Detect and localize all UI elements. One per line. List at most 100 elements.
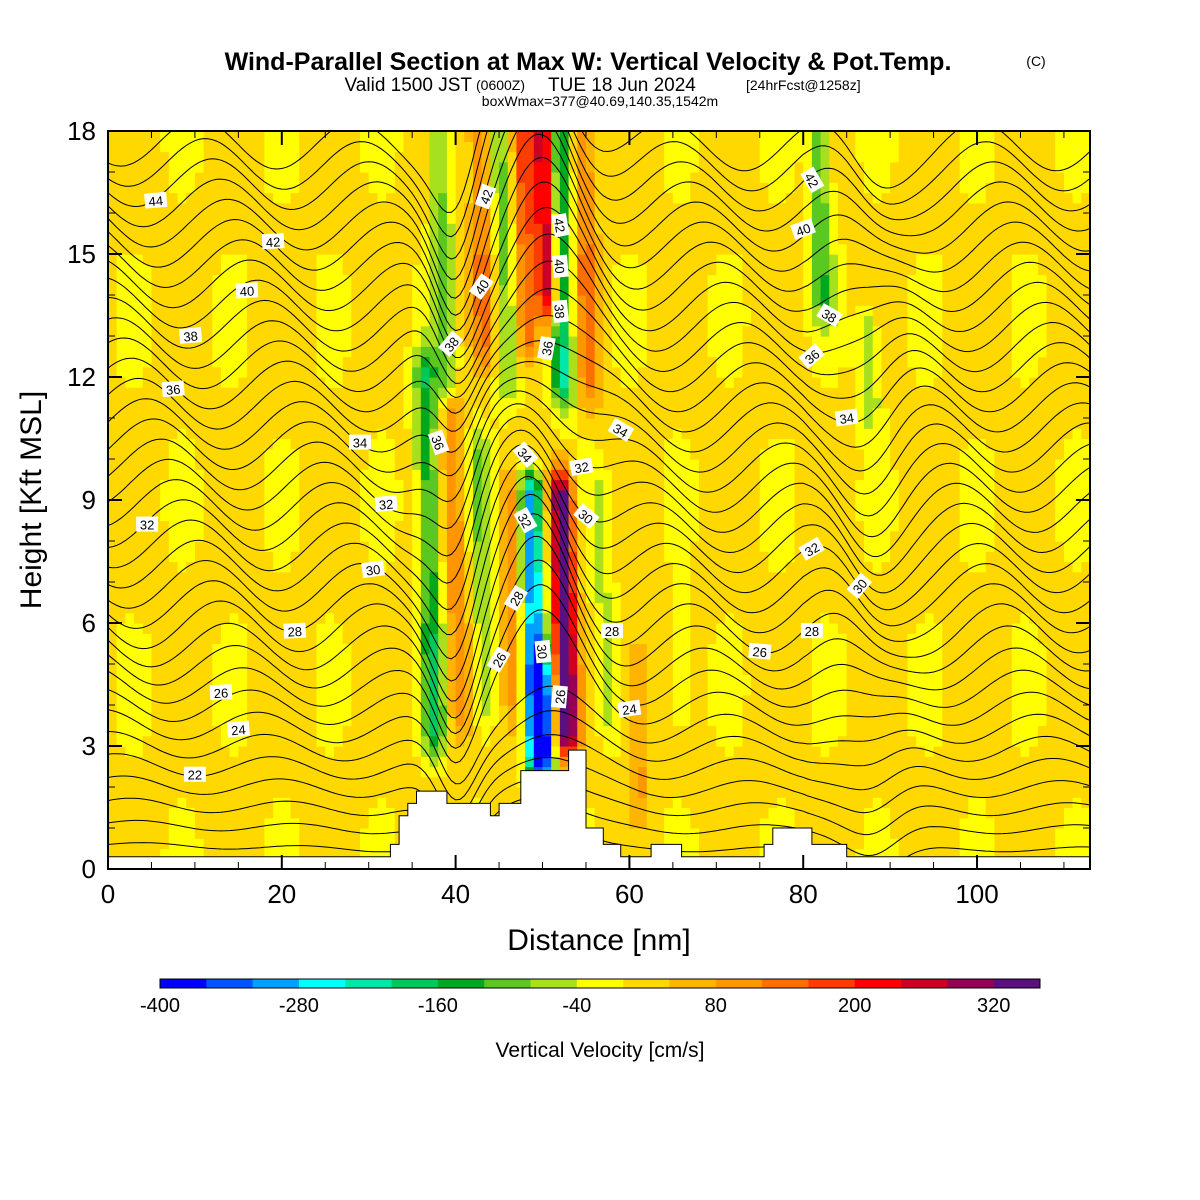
heatmap-cell: [134, 243, 144, 255]
heatmap-cell: [220, 448, 231, 460]
heatmap-cell: [672, 643, 683, 655]
heatmap-cell: [551, 366, 561, 378]
heatmap-cell: [603, 377, 613, 388]
heatmap-cell: [220, 510, 231, 522]
heatmap-cell: [247, 520, 257, 532]
heatmap-cell: [299, 407, 309, 419]
heatmap-cell: [290, 725, 300, 737]
heatmap-cell: [108, 633, 118, 645]
heatmap-cell: [603, 305, 613, 317]
heatmap-cell: [455, 746, 465, 757]
heatmap-cell: [194, 694, 205, 706]
heatmap-cell: [255, 602, 266, 614]
heatmap-cell: [620, 233, 631, 245]
heatmap-cell: [255, 479, 266, 491]
heatmap-cell: [212, 151, 222, 163]
heatmap-cell: [281, 725, 292, 737]
heatmap-cell: [281, 305, 292, 317]
heatmap-cell: [698, 633, 709, 645]
heatmap-cell: [134, 674, 144, 686]
heatmap-cell: [568, 694, 578, 706]
heatmap-cell: [290, 448, 300, 460]
heatmap-cell: [203, 571, 213, 583]
heatmap-cell: [316, 541, 326, 552]
heatmap-cell: [238, 161, 248, 173]
heatmap-cell: [125, 438, 135, 450]
heatmap-cell: [160, 551, 170, 563]
heatmap-cell: [160, 223, 170, 235]
heatmap-cell: [664, 448, 674, 460]
heatmap-cell: [464, 151, 474, 163]
heatmap-cell: [299, 571, 309, 583]
heatmap-cell: [299, 592, 309, 604]
heatmap-cell: [377, 448, 387, 460]
heatmap-cell: [655, 223, 665, 235]
heatmap-cell: [638, 643, 648, 655]
heatmap-cell: [446, 479, 457, 491]
heatmap-cell: [655, 315, 665, 327]
heatmap-cell: [698, 233, 709, 245]
heatmap-cell: [672, 612, 683, 624]
heatmap-cell: [481, 151, 491, 163]
heatmap-cell: [351, 807, 361, 819]
heatmap-cell: [603, 787, 613, 798]
heatmap-cell: [690, 571, 700, 583]
heatmap-cell: [525, 407, 535, 419]
heatmap-cell: [394, 407, 405, 419]
heatmap-cell: [316, 582, 326, 593]
heatmap-cell: [134, 653, 144, 665]
heatmap-cell: [151, 705, 161, 716]
heatmap-cell: [142, 602, 153, 614]
heatmap-cell: [220, 295, 231, 306]
heatmap-cell: [481, 377, 491, 388]
heatmap-cell: [577, 243, 587, 255]
heatmap-cell: [542, 315, 552, 327]
heatmap-cell: [394, 243, 405, 255]
heatmap-cell: [273, 479, 283, 491]
heatmap-cell: [525, 500, 535, 511]
heatmap-cell: [316, 848, 326, 860]
heatmap-cell: [629, 438, 639, 450]
heatmap-cell: [655, 438, 665, 450]
heatmap-cell: [116, 602, 126, 614]
heatmap-cell: [629, 366, 639, 378]
heatmap-cell: [108, 725, 118, 737]
heatmap-cell: [238, 438, 248, 450]
heatmap-cell: [438, 407, 448, 419]
heatmap-cell: [351, 459, 361, 470]
heatmap-cell: [116, 141, 126, 153]
heatmap-cell: [307, 633, 318, 645]
heatmap-cell: [220, 592, 231, 604]
heatmap-cell: [134, 694, 144, 706]
heatmap-cell: [333, 633, 344, 645]
heatmap-cell: [333, 510, 344, 522]
heatmap-cell: [212, 223, 222, 235]
heatmap-cell: [281, 243, 292, 255]
heatmap-cell: [672, 151, 683, 163]
heatmap-cell: [125, 633, 135, 645]
heatmap-cell: [455, 776, 465, 788]
heatmap-cell: [316, 397, 326, 409]
heatmap-cell: [551, 541, 561, 552]
heatmap-cell: [585, 397, 596, 409]
heatmap-cell: [542, 469, 552, 481]
heatmap-cell: [490, 551, 500, 563]
heatmap-cell: [368, 377, 378, 388]
heatmap-cell: [325, 848, 335, 860]
heatmap-cell: [360, 817, 370, 829]
heatmap-cell: [342, 428, 352, 440]
heatmap-cell: [299, 264, 309, 276]
heatmap-cell: [568, 592, 578, 604]
heatmap-cell: [533, 233, 544, 245]
heatmap-cell: [177, 459, 187, 470]
heatmap-cell: [377, 520, 387, 532]
heatmap-cell: [672, 254, 683, 265]
heatmap-cell: [238, 223, 248, 235]
heatmap-cell: [377, 418, 387, 429]
heatmap-cell: [646, 582, 657, 593]
heatmap-cell: [533, 602, 544, 614]
heatmap-cell: [325, 541, 335, 552]
heatmap-cell: [368, 141, 378, 153]
heatmap-cell: [351, 797, 361, 809]
heatmap-cell: [342, 213, 352, 224]
